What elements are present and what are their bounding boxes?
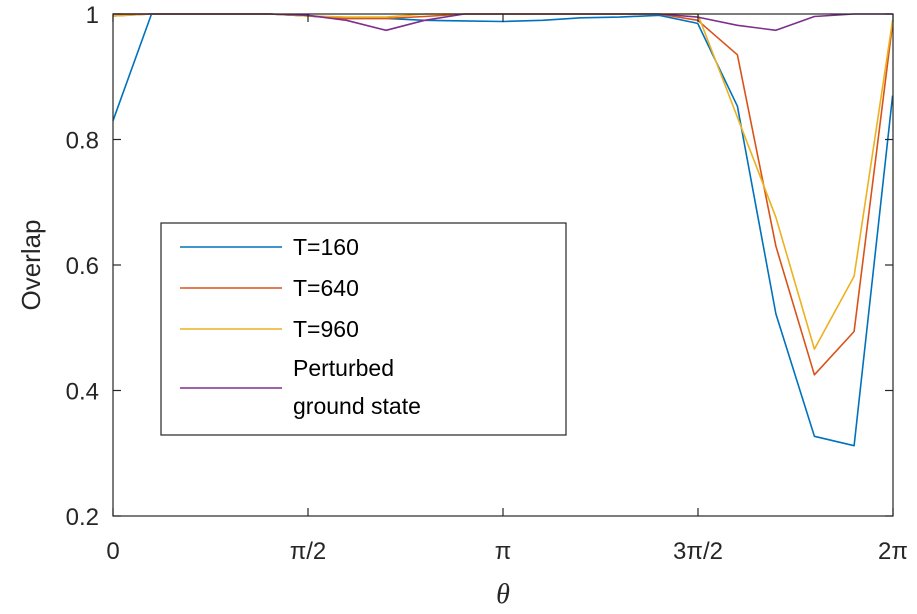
legend-label-3: T=960 — [293, 316, 359, 342]
y-axis-label: Overlap — [16, 219, 46, 310]
x-tick-label: π — [495, 538, 512, 565]
y-tick-label: 0.8 — [66, 128, 99, 155]
y-tick-label: 0.6 — [66, 253, 99, 280]
y-tick-label: 0.2 — [66, 504, 99, 531]
legend-label-4: Perturbed ground state — [293, 355, 421, 419]
legend-label-1: T=160 — [293, 234, 359, 260]
y-tick-label: 0.4 — [66, 379, 99, 406]
legend: T=160 T=640 T=960 Perturbed ground state — [160, 222, 567, 436]
x-tick-label: π/2 — [290, 538, 327, 565]
y-tick-label: 1 — [86, 2, 99, 29]
x-tick-label: 3π/2 — [673, 538, 723, 565]
ticks-layer: 0 π/2 π 3π/2 2π 0.2 0.4 0.6 0.8 1 — [66, 2, 908, 565]
x-tick-label: 0 — [106, 538, 119, 565]
x-axis-label: θ — [496, 579, 510, 610]
x-tick-label: 2π — [878, 538, 908, 565]
legend-label-2: T=640 — [293, 275, 359, 301]
